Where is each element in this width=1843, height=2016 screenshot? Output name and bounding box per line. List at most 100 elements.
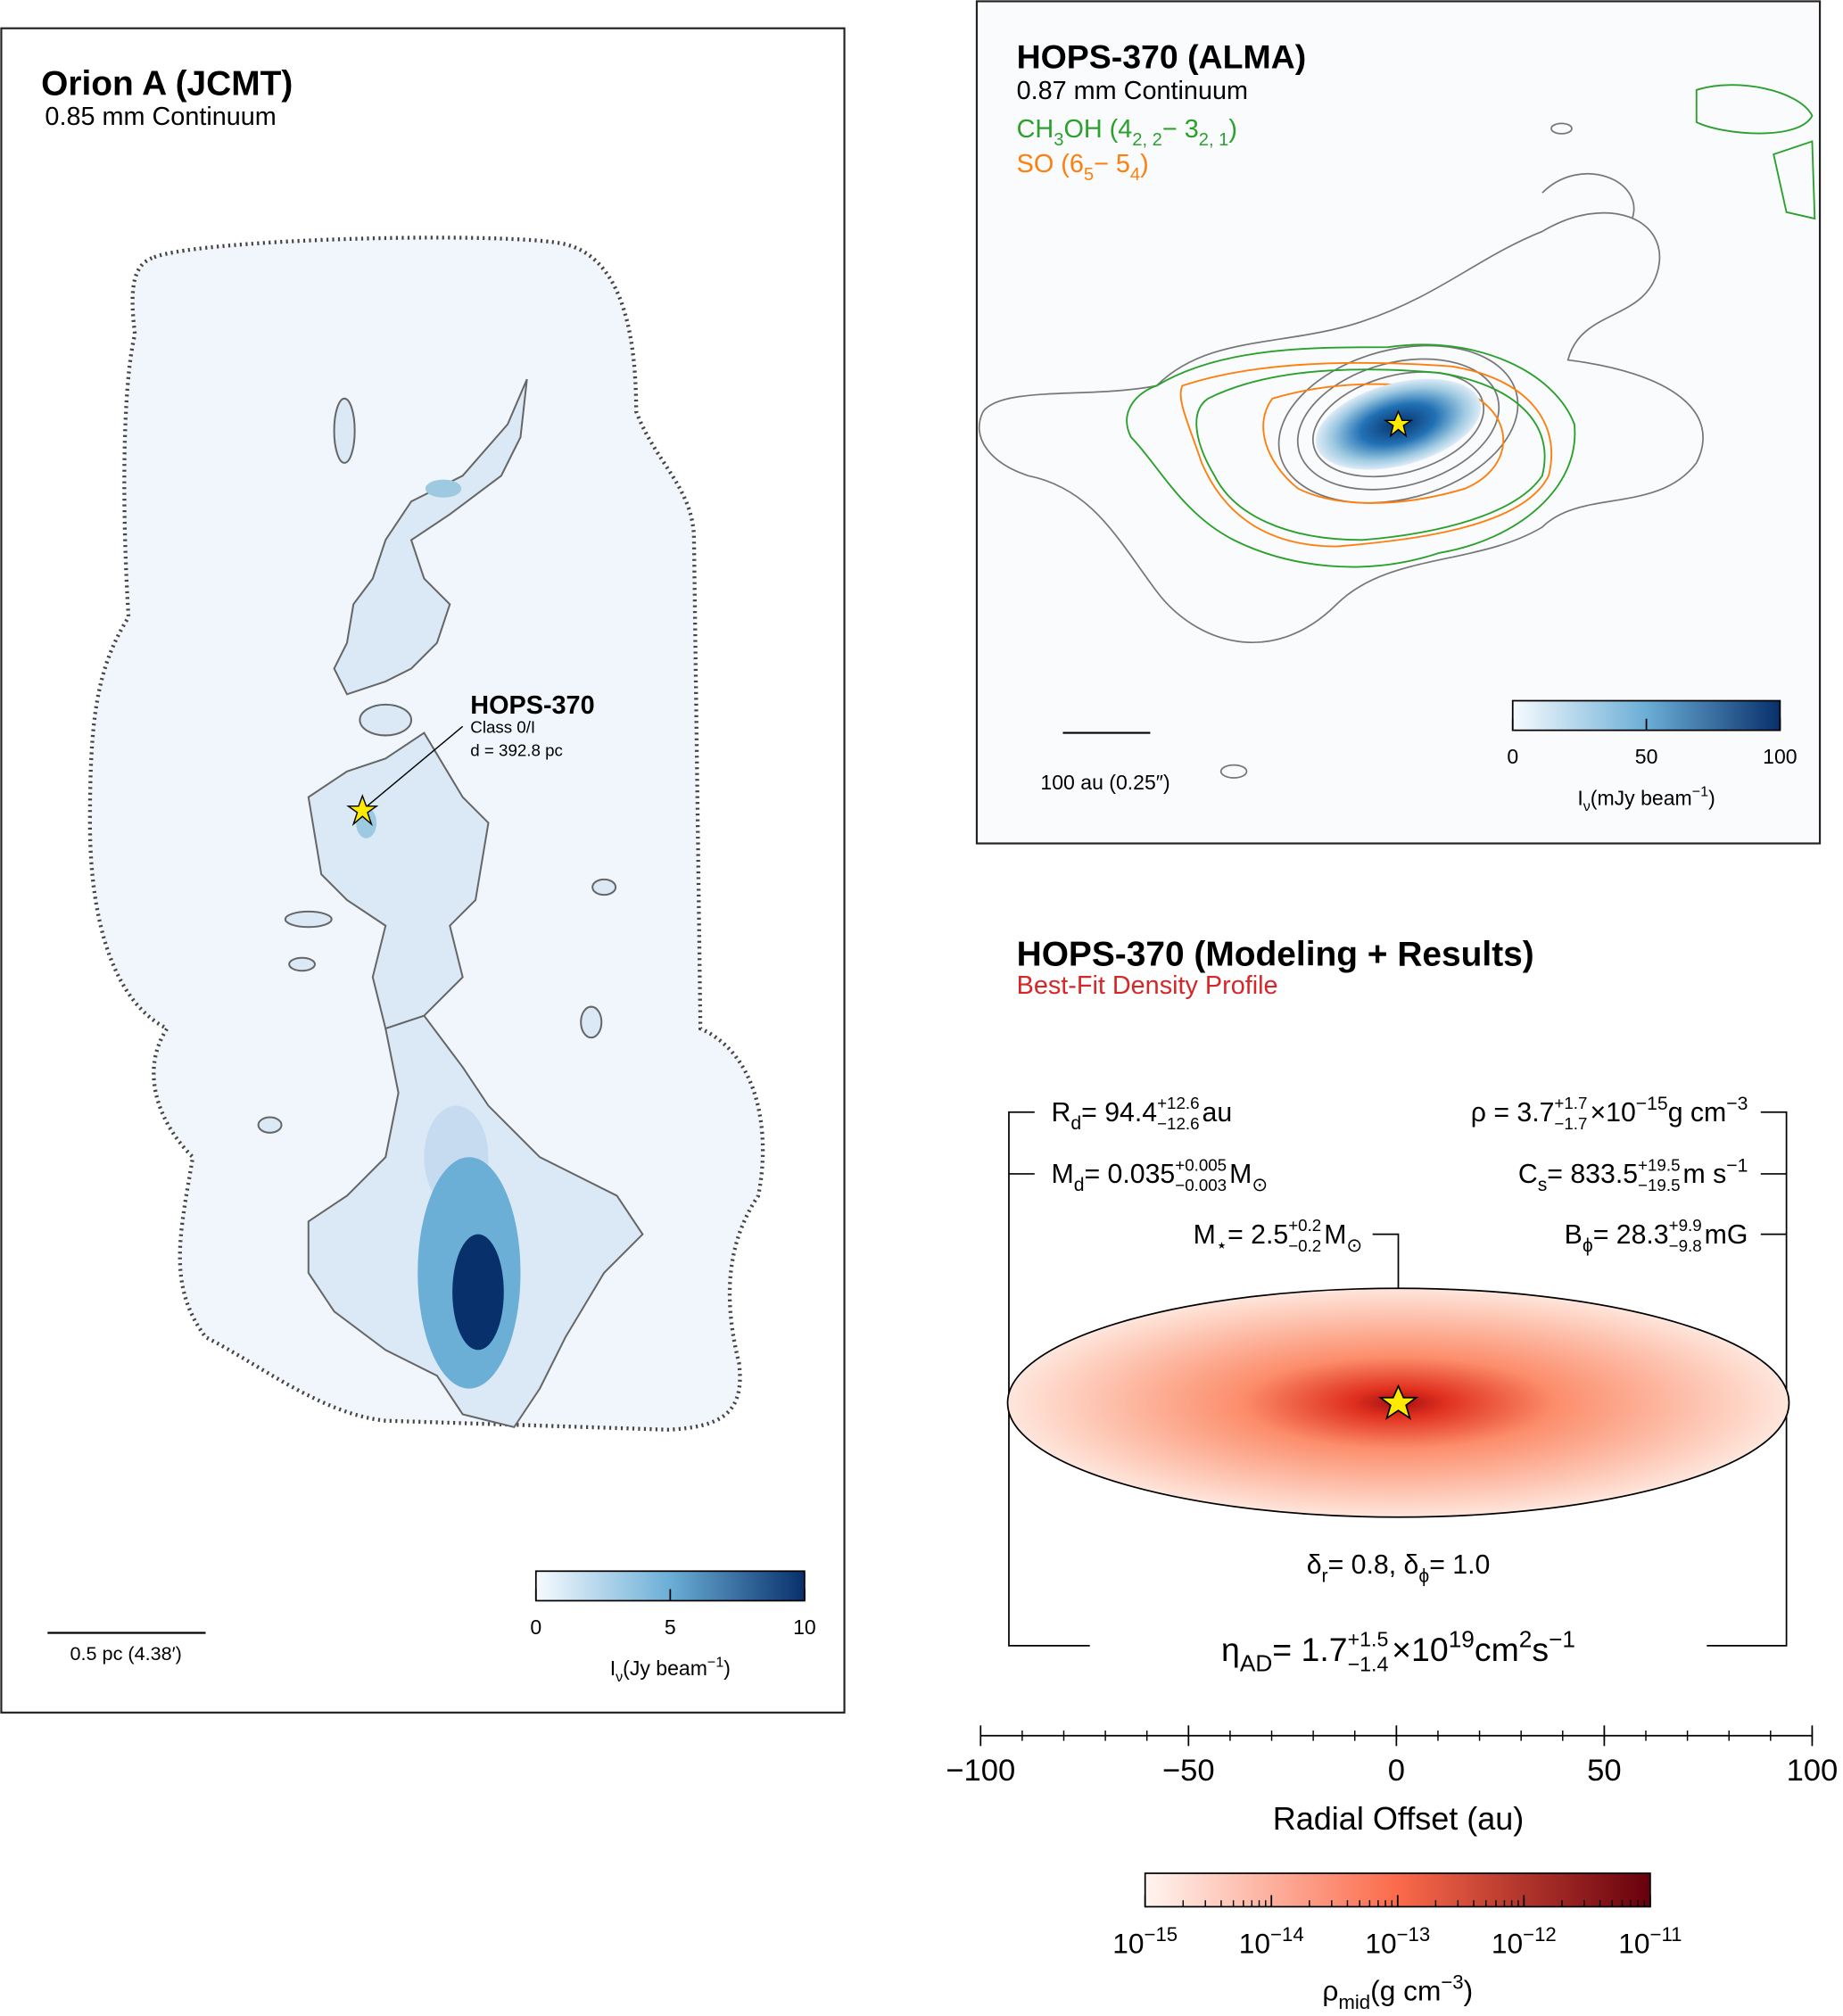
text-part: +0.005: [1175, 1155, 1227, 1174]
text-part: M: [1194, 1220, 1216, 1250]
text-part: 5: [1084, 165, 1094, 185]
text-part: g cm: [1668, 1098, 1727, 1128]
text-part: ): [1708, 786, 1715, 809]
emission: [452, 1234, 504, 1351]
text-part: = 1.0: [1429, 1550, 1490, 1580]
colorbar-tick-label: 50: [1635, 745, 1658, 768]
text-part: s: [1538, 1175, 1548, 1195]
text-part: mid: [1338, 1991, 1370, 2013]
text-part: I: [610, 1657, 616, 1680]
text-part: −9.8: [1669, 1236, 1702, 1255]
text-part: ϕ: [1418, 1566, 1429, 1586]
leader-line: [361, 725, 464, 811]
text-part: +19.5: [1638, 1155, 1680, 1174]
text-part: ν: [616, 1669, 623, 1685]
scale-bar-label: 100 au (0.25″): [1040, 771, 1169, 794]
text-part: ×10: [1392, 1631, 1449, 1668]
text-part: 5: [665, 1615, 676, 1639]
text-part: 0.85 mm Continuum: [45, 103, 276, 131]
text-part: 10: [1112, 1927, 1144, 1959]
source-class: Class 0/I: [470, 718, 535, 737]
x-tick-label: 100: [1787, 1754, 1839, 1788]
text-part: 100 au (0.25″): [1040, 771, 1169, 794]
text-part: ×10: [1590, 1098, 1635, 1128]
parameter: ρ = 3.7 +1.7 −1.7 ×10 −15 g cm −3: [1471, 1094, 1748, 1133]
text-part: = 0.8, δ: [1328, 1550, 1419, 1580]
text-part: +0.2: [1288, 1216, 1321, 1235]
section-title: HOPS-370 (Modeling + Results): [1017, 935, 1534, 973]
text-part: −12: [1523, 1923, 1557, 1946]
panel-title: HOPS-370 (ALMA): [1017, 37, 1307, 75]
text-part: 3: [1054, 130, 1063, 150]
text-part: Orion A (JCMT): [41, 65, 293, 103]
text-part: −1.7: [1554, 1114, 1587, 1133]
text-part: 10: [1618, 1927, 1649, 1959]
colorbar-label: ρ mid (g cm −3): [1322, 1971, 1473, 2013]
text-part: 4: [1130, 165, 1140, 185]
panel-title: Orion A (JCMT): [41, 65, 293, 103]
text-part: ϕ: [1583, 1235, 1593, 1256]
text-part: +12.6: [1157, 1094, 1199, 1112]
text-part: −1.4: [1348, 1652, 1389, 1675]
text-part: 19: [1449, 1625, 1475, 1652]
text-part: 10: [1365, 1927, 1396, 1959]
source-distance: d = 392.8 pc: [470, 740, 563, 759]
parameter: M ⋆ = 2.5 +0.2−0.2 M ⊙: [1194, 1216, 1363, 1256]
text-part: −15: [1636, 1094, 1668, 1114]
text-part: − 3: [1162, 115, 1199, 144]
scale-bar-label: 0.5 pc (4.38′): [70, 1642, 182, 1665]
text-part: ν: [1583, 798, 1591, 814]
text-part: (g cm: [1370, 1975, 1441, 2007]
text-part: −15: [1144, 1923, 1178, 1946]
text-part: mG: [1705, 1220, 1748, 1250]
text-part: = 1.7: [1272, 1631, 1347, 1668]
text-part: 10: [1492, 1927, 1523, 1959]
text-part: ρ: [1322, 1975, 1338, 2007]
text-part: −14: [1270, 1923, 1304, 1946]
star-marker: [346, 794, 379, 827]
text-part: CH: [1017, 115, 1054, 144]
colorbar-tick-label: 0: [1507, 745, 1518, 768]
text-part: 10: [1239, 1927, 1270, 1959]
colorbar-tick-label: 10 −11: [1618, 1923, 1682, 1959]
text-part: m s: [1683, 1160, 1727, 1189]
text-part: ): [1228, 115, 1237, 144]
colorbar-tick-label: 10: [793, 1615, 816, 1639]
text-part: au: [1202, 1098, 1233, 1128]
source-name: HOPS-370: [470, 691, 594, 720]
text-part: +1.7: [1554, 1094, 1587, 1112]
text-part: 0: [1388, 1754, 1405, 1788]
x-tick-label: −50: [1162, 1754, 1215, 1788]
text-part: 0: [530, 1615, 541, 1639]
text-part: ⊙: [1346, 1235, 1362, 1256]
text-part: M: [1324, 1220, 1346, 1250]
text-part: s: [1532, 1631, 1549, 1668]
text-part: ρ = 3.7: [1471, 1098, 1555, 1128]
text-part: 50: [1587, 1754, 1621, 1788]
text-part: 100: [1763, 745, 1797, 768]
text-part: − 5: [1094, 150, 1130, 178]
text-part: 50: [1635, 745, 1658, 768]
star-marker: [1377, 1384, 1419, 1420]
text-part: d: [1074, 1175, 1085, 1195]
text-part: −50: [1162, 1754, 1215, 1788]
text-part: −3: [1441, 1971, 1463, 1993]
text-part: −1: [1726, 1155, 1748, 1176]
text-part: η: [1221, 1631, 1240, 1668]
text-part: R: [1052, 1098, 1071, 1128]
text-part: −3: [1726, 1094, 1748, 1114]
x-tick-label: 0: [1388, 1754, 1405, 1788]
text-part: = 28.3: [1593, 1220, 1669, 1250]
text-part: −1: [1692, 784, 1708, 800]
text-part: M: [1052, 1160, 1074, 1189]
text-part: I: [1577, 786, 1583, 809]
text-part: 100: [1787, 1754, 1839, 1788]
text-part: M: [1229, 1160, 1252, 1189]
text-part: +9.9: [1669, 1216, 1702, 1235]
text-part: −13: [1397, 1923, 1431, 1946]
text-part: ⊙: [1252, 1175, 1268, 1195]
